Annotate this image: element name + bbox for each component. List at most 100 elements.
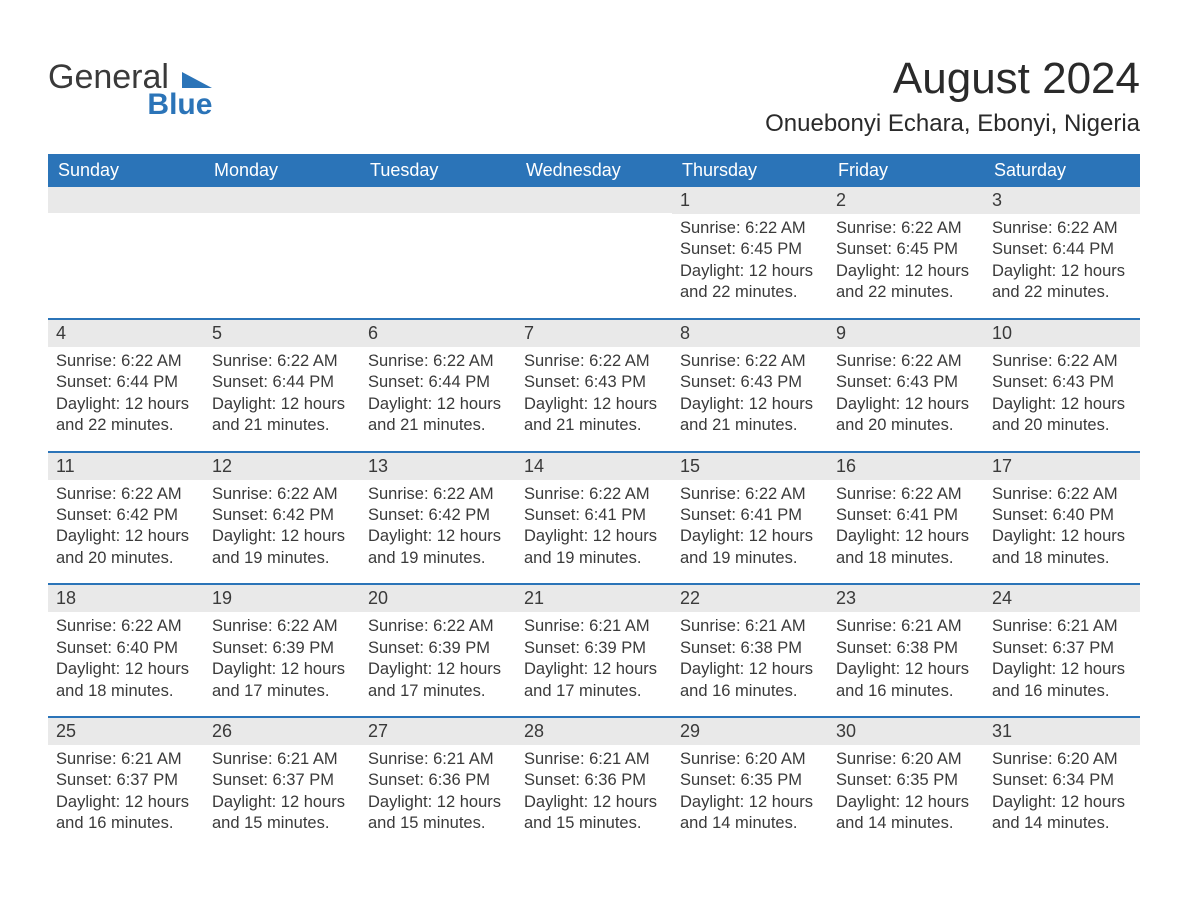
day-info: Sunrise: 6:21 AMSunset: 6:36 PMDaylight:…: [362, 749, 506, 835]
calendar-cell: 3Sunrise: 6:22 AMSunset: 6:44 PMDaylight…: [984, 187, 1140, 318]
sunset-line: Sunset: 6:44 PM: [368, 372, 506, 393]
sunset-line: Sunset: 6:39 PM: [368, 638, 506, 659]
daylight-line: Daylight: 12 hours and 19 minutes.: [680, 526, 818, 569]
calendar-cell-empty: [204, 187, 360, 318]
sunrise-line: Sunrise: 6:22 AM: [56, 616, 194, 637]
sunset-line: Sunset: 6:40 PM: [992, 505, 1130, 526]
day-number: 15: [672, 451, 828, 480]
calendar-cell: 29 Sunrise: 6:20 AMSunset: 6:35 PMDayligh…: [672, 716, 828, 849]
sunrise-line: Sunrise: 6:22 AM: [368, 484, 506, 505]
sunrise-line: Sunrise: 6:21 AM: [56, 749, 194, 770]
sunrise-line: Sunrise: 6:20 AM: [992, 749, 1130, 770]
day-info: Sunrise: 6:22 AMSunset: 6:41 PMDaylight:…: [830, 484, 974, 570]
calendar-cell: 13Sunrise: 6:22 AMSunset: 6:42 PMDayligh…: [360, 451, 516, 584]
calendar-grid: SundayMondayTuesdayWednesdayThursdayFrid…: [48, 154, 1140, 849]
day-number: 29: [672, 716, 828, 745]
daylight-line: Daylight: 12 hours and 22 minutes.: [56, 394, 194, 437]
daylight-line: Daylight: 12 hours and 21 minutes.: [212, 394, 350, 437]
calendar-cell: 10Sunrise: 6:22 AMSunset: 6:43 PMDayligh…: [984, 318, 1140, 451]
daylight-line: Daylight: 12 hours and 17 minutes.: [368, 659, 506, 702]
logo: General Blue: [48, 54, 212, 120]
sunrise-line: Sunrise: 6:22 AM: [212, 616, 350, 637]
day-info: Sunrise: 6:22 AMSunset: 6:41 PMDaylight:…: [674, 484, 818, 570]
sunrise-line: Sunrise: 6:21 AM: [992, 616, 1130, 637]
daylight-line: Daylight: 12 hours and 16 minutes.: [680, 659, 818, 702]
sunset-line: Sunset: 6:41 PM: [836, 505, 974, 526]
title-block: August 2024 Onuebonyi Echara, Ebonyi, Ni…: [765, 54, 1140, 138]
sunset-line: Sunset: 6:45 PM: [680, 239, 818, 260]
sunrise-line: Sunrise: 6:22 AM: [992, 484, 1130, 505]
day-number: 6: [360, 318, 516, 347]
day-info: Sunrise: 6:22 AMSunset: 6:45 PMDaylight:…: [830, 218, 974, 304]
day-of-week-header: Friday: [828, 154, 984, 187]
day-number: 31: [984, 716, 1140, 745]
day-info: Sunrise: 6:22 AMSunset: 6:44 PMDaylight:…: [50, 351, 194, 437]
daylight-line: Daylight: 12 hours and 14 minutes.: [680, 792, 818, 835]
day-info: Sunrise: 6:21 AMSunset: 6:39 PMDaylight:…: [518, 616, 662, 702]
day-info: Sunrise: 6:21 AMSunset: 6:38 PMDaylight:…: [674, 616, 818, 702]
daylight-line: Daylight: 12 hours and 22 minutes.: [992, 261, 1130, 304]
day-info: Sunrise: 6:22 AMSunset: 6:44 PMDaylight:…: [362, 351, 506, 437]
day-info: Sunrise: 6:21 AMSunset: 6:36 PMDaylight:…: [518, 749, 662, 835]
calendar-page: General Blue August 2024 Onuebonyi Echar…: [0, 0, 1188, 889]
day-of-week-header: Monday: [204, 154, 360, 187]
sunset-line: Sunset: 6:45 PM: [836, 239, 974, 260]
daylight-line: Daylight: 12 hours and 21 minutes.: [680, 394, 818, 437]
sunrise-line: Sunrise: 6:22 AM: [836, 351, 974, 372]
day-info: Sunrise: 6:22 AMSunset: 6:43 PMDaylight:…: [674, 351, 818, 437]
calendar-cell: 11Sunrise: 6:22 AMSunset: 6:42 PMDayligh…: [48, 451, 204, 584]
sunset-line: Sunset: 6:35 PM: [836, 770, 974, 791]
calendar-cell: 18Sunrise: 6:22 AMSunset: 6:40 PMDayligh…: [48, 583, 204, 716]
daylight-line: Daylight: 12 hours and 14 minutes.: [836, 792, 974, 835]
day-info: Sunrise: 6:22 AMSunset: 6:39 PMDaylight:…: [206, 616, 350, 702]
calendar-cell-empty: [516, 187, 672, 318]
sunset-line: Sunset: 6:38 PM: [680, 638, 818, 659]
day-number: 4: [48, 318, 204, 347]
sunrise-line: Sunrise: 6:22 AM: [212, 351, 350, 372]
day-of-week-header: Wednesday: [516, 154, 672, 187]
calendar-cell: 25 Sunrise: 6:21 AMSunset: 6:37 PMDayligh…: [48, 716, 204, 849]
day-info: Sunrise: 6:20 AMSunset: 6:34 PMDaylight:…: [986, 749, 1130, 835]
sunset-line: Sunset: 6:42 PM: [212, 505, 350, 526]
day-info: Sunrise: 6:21 AMSunset: 6:37 PMDaylight:…: [50, 749, 194, 835]
sunrise-line: Sunrise: 6:20 AM: [836, 749, 974, 770]
calendar-cell: 7Sunrise: 6:22 AMSunset: 6:43 PMDaylight…: [516, 318, 672, 451]
daylight-line: Daylight: 12 hours and 21 minutes.: [368, 394, 506, 437]
sunset-line: Sunset: 6:39 PM: [524, 638, 662, 659]
calendar-cell: 17Sunrise: 6:22 AMSunset: 6:40 PMDayligh…: [984, 451, 1140, 584]
daylight-line: Daylight: 12 hours and 15 minutes.: [524, 792, 662, 835]
sunset-line: Sunset: 6:40 PM: [56, 638, 194, 659]
header: General Blue August 2024 Onuebonyi Echar…: [48, 54, 1140, 138]
sunset-line: Sunset: 6:34 PM: [992, 770, 1130, 791]
sunrise-line: Sunrise: 6:22 AM: [836, 218, 974, 239]
day-number: 27: [360, 716, 516, 745]
sunrise-line: Sunrise: 6:21 AM: [368, 749, 506, 770]
calendar-cell: 30Sunrise: 6:20 AMSunset: 6:35 PMDayligh…: [828, 716, 984, 849]
sunrise-line: Sunrise: 6:22 AM: [992, 218, 1130, 239]
day-number: 20: [360, 583, 516, 612]
daylight-line: Daylight: 12 hours and 21 minutes.: [524, 394, 662, 437]
calendar-cell: 23Sunrise: 6:21 AMSunset: 6:38 PMDayligh…: [828, 583, 984, 716]
sunrise-line: Sunrise: 6:22 AM: [992, 351, 1130, 372]
day-of-week-header: Saturday: [984, 154, 1140, 187]
sunrise-line: Sunrise: 6:21 AM: [524, 749, 662, 770]
sunset-line: Sunset: 6:44 PM: [212, 372, 350, 393]
calendar-cell: 9Sunrise: 6:22 AMSunset: 6:43 PMDaylight…: [828, 318, 984, 451]
calendar-cell-empty: [48, 187, 204, 318]
daylight-line: Daylight: 12 hours and 18 minutes.: [56, 659, 194, 702]
sunset-line: Sunset: 6:37 PM: [56, 770, 194, 791]
daylight-line: Daylight: 12 hours and 15 minutes.: [368, 792, 506, 835]
daylight-line: Daylight: 12 hours and 19 minutes.: [212, 526, 350, 569]
sunrise-line: Sunrise: 6:22 AM: [680, 351, 818, 372]
day-info: Sunrise: 6:22 AMSunset: 6:42 PMDaylight:…: [50, 484, 194, 570]
day-info: Sunrise: 6:20 AMSunset: 6:35 PMDaylight:…: [830, 749, 974, 835]
calendar-cell: 15 Sunrise: 6:22 AMSunset: 6:41 PMDayligh…: [672, 451, 828, 584]
calendar-cell: 14Sunrise: 6:22 AMSunset: 6:41 PMDayligh…: [516, 451, 672, 584]
sunset-line: Sunset: 6:42 PM: [368, 505, 506, 526]
day-number: 25: [48, 716, 204, 745]
day-info: Sunrise: 6:22 AMSunset: 6:42 PMDaylight:…: [362, 484, 506, 570]
day-info: Sunrise: 6:22 AMSunset: 6:39 PMDaylight:…: [362, 616, 506, 702]
sunset-line: Sunset: 6:44 PM: [56, 372, 194, 393]
sunset-line: Sunset: 6:36 PM: [524, 770, 662, 791]
day-info: Sunrise: 6:20 AMSunset: 6:35 PMDaylight:…: [674, 749, 818, 835]
